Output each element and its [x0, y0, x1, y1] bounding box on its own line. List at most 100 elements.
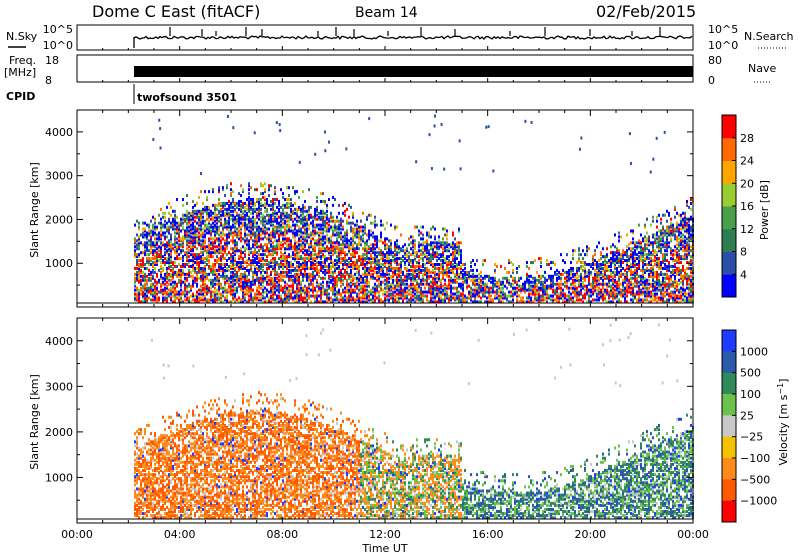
rti-cell [142, 300, 144, 304]
rti-cell [240, 264, 242, 268]
rti-cell [496, 280, 498, 284]
rti-cell [516, 294, 518, 298]
rti-cell [144, 272, 146, 276]
rti-cell [250, 288, 252, 292]
rti-cell [162, 255, 164, 259]
rti-cell [250, 231, 252, 235]
rti-cell [232, 209, 234, 213]
rti-cell [246, 247, 248, 251]
rti-cell [274, 192, 276, 196]
rti-cell [156, 233, 158, 237]
rti-cell [388, 272, 390, 276]
rti-cell [232, 274, 234, 278]
rti-cell [508, 290, 510, 294]
rti-cell [400, 249, 402, 253]
rti-cell [150, 270, 152, 274]
rti-cell [396, 300, 398, 304]
rti-cell [210, 237, 212, 241]
rti-cell [418, 263, 420, 267]
rti-cell [298, 239, 300, 243]
rti-cell [402, 282, 404, 286]
rti-cell [364, 290, 366, 294]
rti-cell [446, 272, 448, 276]
rti-cell [356, 235, 358, 239]
rti-cell [202, 253, 204, 257]
rti-cell [182, 235, 184, 239]
rti-cell [490, 290, 492, 294]
rti-cell [292, 233, 294, 237]
rti-cell [304, 219, 306, 223]
rti-cell [198, 241, 200, 245]
rti-cell [230, 233, 232, 237]
rti-cell [258, 282, 260, 286]
rti-cell [270, 276, 272, 280]
rti-cell [478, 294, 480, 298]
rti-cell [368, 257, 370, 261]
rti-cell [320, 227, 322, 231]
rti-cell [280, 264, 282, 268]
rti-cell [428, 286, 430, 290]
rti-cell [174, 294, 176, 298]
rti-cell [196, 282, 198, 286]
rti-cell [412, 253, 414, 257]
rti-cell [366, 263, 368, 267]
rti-cell [180, 280, 182, 284]
rti-cell [232, 255, 234, 259]
rti-cell [444, 227, 446, 231]
rti-cell [418, 296, 420, 300]
rti-cell [150, 263, 152, 267]
rti-cell [218, 276, 220, 280]
rti-cell [164, 278, 166, 282]
rti-cell [282, 217, 284, 221]
rti-cell [406, 300, 408, 304]
rti-cell [446, 284, 448, 288]
rti-cell [262, 215, 264, 219]
rti-cell [398, 278, 400, 282]
rti-cell [286, 286, 288, 290]
rti-cell [260, 221, 262, 225]
rti-cell [374, 253, 376, 257]
rti-cell [338, 298, 340, 302]
rti-cell [524, 280, 526, 284]
rti-cell [224, 233, 226, 237]
rti-cell [240, 231, 242, 235]
rti-cell [380, 251, 382, 255]
rti-cell [404, 253, 406, 257]
rti-cell [158, 259, 160, 263]
rti-cell [448, 243, 450, 247]
rti-cell [270, 261, 272, 265]
rti-cell [296, 255, 298, 259]
rti-cell [366, 280, 368, 284]
rti-cell [380, 288, 382, 292]
rti-cell [202, 211, 204, 215]
rti-cell [520, 284, 522, 288]
rti-cell [356, 280, 358, 284]
rti-cell [242, 288, 244, 292]
rti-cell [154, 263, 156, 267]
rti-cell [482, 280, 484, 284]
rti-cell [300, 209, 302, 213]
rti-cell [438, 245, 440, 249]
rti-cell [158, 245, 160, 249]
rti-cell [248, 241, 250, 245]
rti-cell [196, 235, 198, 239]
rti-cell [234, 231, 236, 235]
rti-cell [338, 241, 340, 245]
rti-cell [460, 276, 462, 280]
rti-cell [444, 233, 446, 237]
rti-cell [264, 296, 266, 300]
rti-cell [166, 268, 168, 272]
rti-cell [494, 284, 496, 288]
rti-cell [266, 219, 268, 223]
rti-cell [154, 294, 156, 298]
rti-cell [138, 247, 140, 251]
rti-cell [264, 203, 266, 207]
rti-cell [308, 235, 310, 239]
rti-cell [262, 184, 264, 188]
rti-cell [210, 213, 212, 217]
rti-cell [306, 257, 308, 261]
rti-cell [142, 292, 144, 296]
rti-cell [360, 243, 362, 247]
rti-cell [456, 270, 458, 274]
